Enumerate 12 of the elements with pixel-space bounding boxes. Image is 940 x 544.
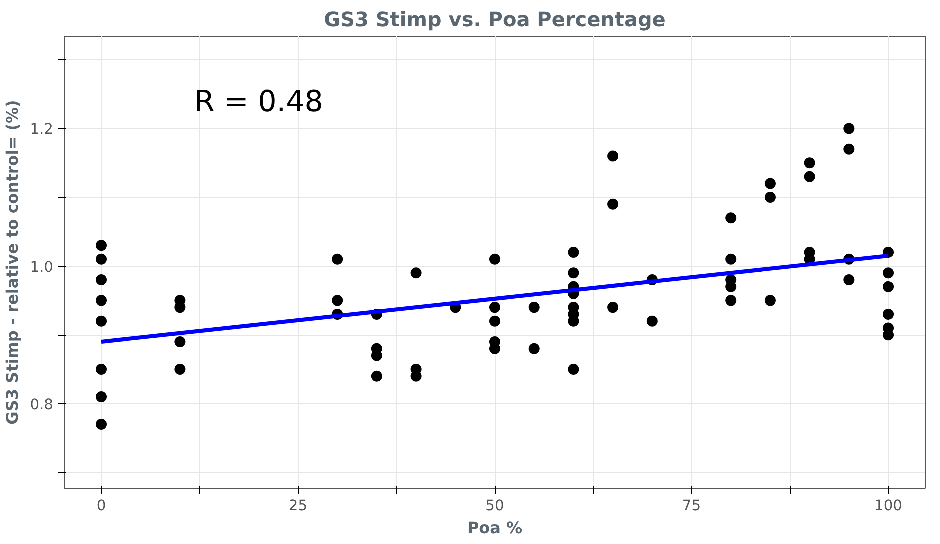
x-tick-label: 0 (96, 498, 106, 514)
x-tick-label: 75 (682, 498, 702, 514)
text: 1.0 (30, 258, 54, 276)
chart-title: GS3 Stimp vs. Poa Percentage (324, 8, 666, 32)
y-tick-label: 0.8 (30, 396, 54, 414)
x-tick-label: 50 (486, 498, 504, 514)
x-tick-label: 25 (288, 498, 308, 514)
y-tick-label: 1.2 (30, 121, 54, 138)
annotation: R = 0.48 (194, 84, 324, 118)
y-axis-title: GS3 Stimp - relative to control= (%) (3, 100, 22, 425)
x-tick-label: 100 (874, 498, 903, 514)
x-axis-title: Poa % (467, 518, 523, 538)
